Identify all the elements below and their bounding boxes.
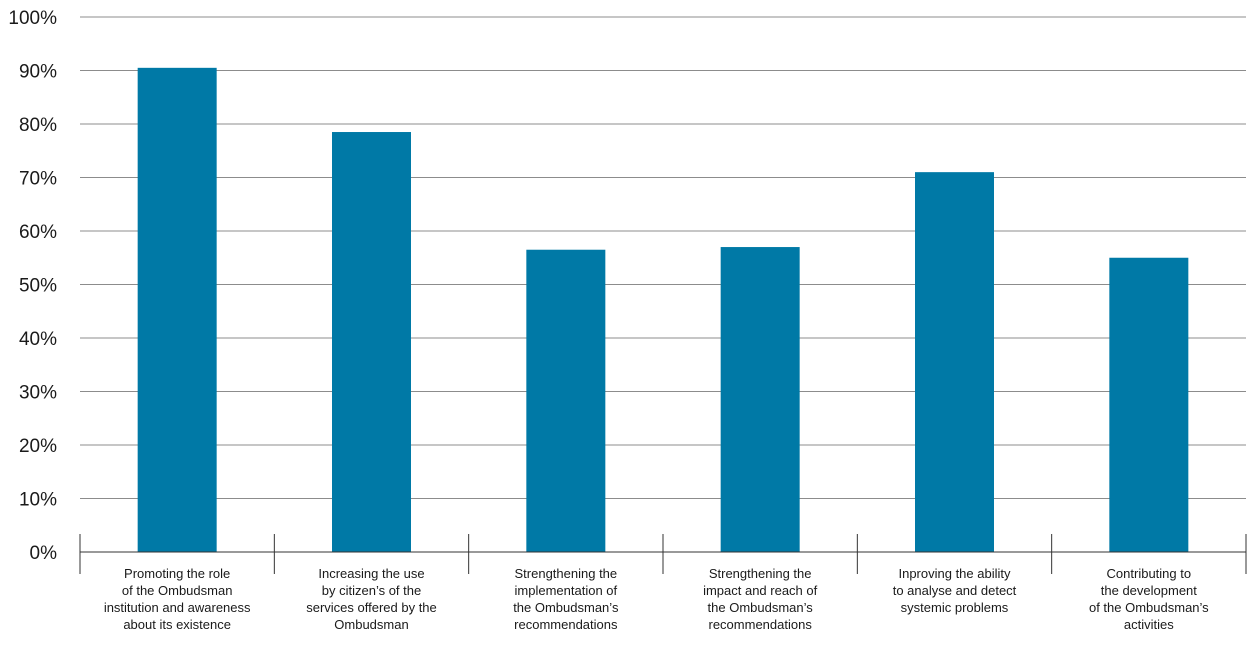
x-category-label: Contributing to the development of the Omb… — [1089, 566, 1209, 632]
y-tick-label: 90% — [19, 62, 57, 83]
x-category-label-line: by citizen’s of the — [322, 583, 421, 598]
x-category-label-line: about its existence — [123, 617, 231, 632]
x-category-label: Strengthening the implementation of the Om… — [513, 566, 619, 632]
bar — [332, 132, 411, 552]
x-category-label-line: of the Ombudsman’s — [1089, 600, 1209, 615]
x-category-label: Strengthening the impact and reach of the … — [703, 566, 818, 632]
x-category-label-line: Ombudsman — [334, 617, 408, 632]
x-category-label-line: institution and awareness — [104, 600, 251, 615]
bar — [720, 247, 800, 553]
x-category-label-line: recommendations — [709, 617, 813, 632]
x-category-label-line: the Ombudsman’s — [708, 600, 814, 615]
x-category-label-line: Promoting the role — [124, 566, 230, 581]
x-category-label-line: impact and reach of — [703, 583, 818, 598]
x-category-label-line: Contributing to — [1107, 566, 1192, 581]
y-tick-label: 30% — [19, 383, 57, 404]
x-category-label-line: activities — [1124, 617, 1174, 632]
y-tick-label: 50% — [19, 276, 57, 297]
x-category-label-line: systemic problems — [901, 600, 1009, 615]
y-tick-label: 40% — [19, 329, 57, 350]
y-tick-label: 100% — [8, 8, 57, 29]
x-category-label-line: of the Ombudsman — [122, 583, 233, 598]
y-tick-label: 20% — [19, 436, 57, 457]
bar — [137, 67, 217, 552]
y-axis-tick-labels: 0% 10% 20% 30% 40% 50% 60% 70% 80% 90% 100% — [8, 8, 57, 564]
x-category-label: Promoting the role of the Ombudsman instit… — [104, 566, 251, 632]
gridlines — [80, 16, 1246, 499]
bars — [137, 67, 1189, 553]
y-tick-label: 80% — [19, 115, 57, 136]
x-category-label: Inproving the ability to analyse and dete… — [893, 566, 1017, 615]
x-category-label-line: the Ombudsman’s — [513, 600, 619, 615]
x-axis — [79, 534, 1247, 574]
x-category-label-line: to analyse and detect — [893, 583, 1017, 598]
x-category-label-line: implementation of — [515, 583, 618, 598]
x-category-label-line: Inproving the ability — [898, 566, 1011, 581]
y-tick-label: 60% — [19, 222, 57, 243]
x-category-label-line: Strengthening the — [709, 566, 812, 581]
x-category-label-line: services offered by the — [306, 600, 437, 615]
x-category-label-line: the development — [1101, 583, 1198, 598]
bar — [526, 249, 606, 552]
y-tick-label: 0% — [30, 543, 58, 564]
bar — [915, 172, 994, 552]
y-tick-label: 70% — [19, 169, 57, 190]
x-axis-category-labels: Promoting the role of the Ombudsman instit… — [104, 566, 1209, 632]
y-tick-label: 10% — [19, 490, 57, 511]
bar — [1109, 257, 1189, 552]
x-category-label: Increasing the use by citizen’s of the ser… — [306, 566, 437, 632]
x-category-label-line: Strengthening the — [515, 566, 618, 581]
x-category-label-line: Increasing the use — [318, 566, 424, 581]
x-category-label-line: recommendations — [514, 617, 618, 632]
